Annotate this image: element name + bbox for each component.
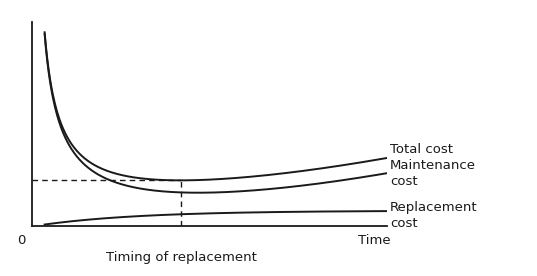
Text: Timing of replacement: Timing of replacement <box>106 251 257 264</box>
Text: Replacement
cost: Replacement cost <box>390 201 478 230</box>
Text: Time: Time <box>358 235 390 248</box>
Text: Total cost: Total cost <box>390 143 453 156</box>
Text: Maintenance
cost: Maintenance cost <box>390 159 476 188</box>
Text: 0: 0 <box>17 235 25 248</box>
